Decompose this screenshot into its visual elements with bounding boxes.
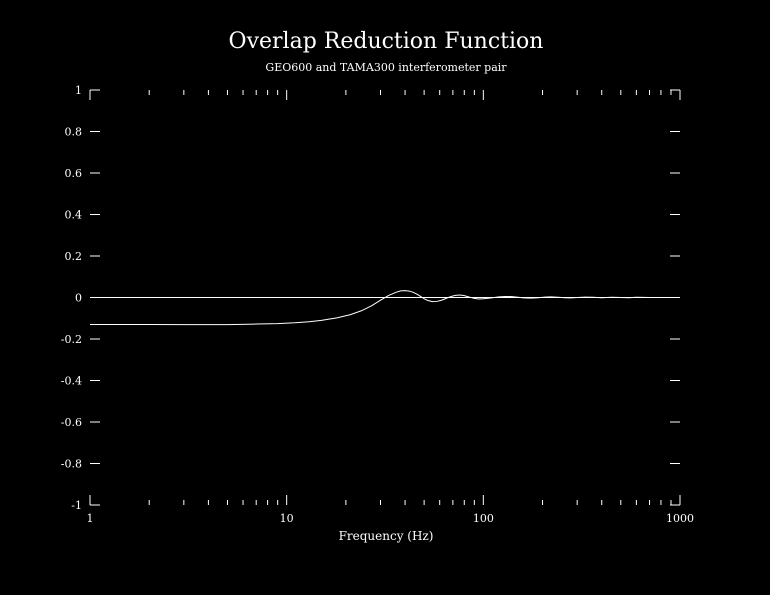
series-line (90, 290, 680, 326)
x-tick-label: 1000 (666, 512, 694, 525)
series-layer (90, 290, 680, 326)
y-tick-label: -0.4 (61, 375, 82, 388)
x-axis-label: Frequency (Hz) (339, 529, 434, 543)
x-tick-label: 10 (280, 512, 294, 525)
x-tick-label: 1 (87, 512, 94, 525)
y-tick-label: -0.2 (61, 333, 82, 346)
chart-title: Overlap Reduction Function (229, 29, 544, 54)
y-tick-label: 0 (75, 292, 82, 305)
y-tick-label: -0.8 (61, 458, 82, 471)
x-tick-label: 100 (473, 512, 494, 525)
y-tick-label: 0.4 (65, 209, 83, 222)
y-tick-label: 0.8 (65, 126, 83, 139)
y-tick-label: 1 (75, 84, 82, 97)
chart-subtitle: GEO600 and TAMA300 interferometer pair (265, 61, 507, 74)
y-tick-label: -1 (71, 499, 82, 512)
y-tick-label: 0.2 (65, 250, 83, 263)
y-tick-label: -0.6 (61, 416, 82, 429)
y-tick-label: 0.6 (65, 167, 83, 180)
